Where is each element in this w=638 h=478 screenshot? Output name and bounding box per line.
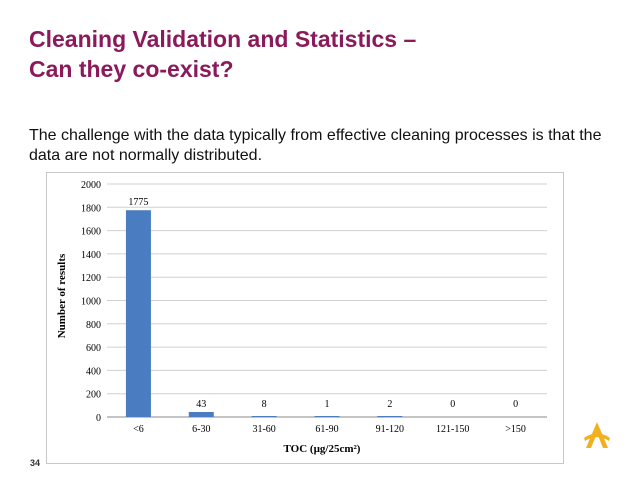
y-tick-label: 1800 <box>81 203 101 214</box>
x-tick-label: 6-30 <box>192 424 210 435</box>
y-tick-label: 400 <box>86 366 101 377</box>
data-label: 0 <box>450 399 455 410</box>
y-tick-label: 0 <box>96 413 101 424</box>
x-tick-label: 121-150 <box>436 424 469 435</box>
bar <box>377 416 403 417</box>
y-tick-label: 800 <box>86 320 101 331</box>
toc-histogram-chart: 0 200 400 600 800 1000 1200 1400 1600 1800 2000 17… <box>46 172 564 464</box>
data-labels: 1775 43 8 1 2 0 0 <box>128 197 518 410</box>
y-axis-label: Number of results <box>56 253 68 338</box>
x-tick-label: 31-60 <box>252 424 275 435</box>
y-tick-label: 1600 <box>81 227 101 238</box>
slide-title: Cleaning Validation and Statistics – Can… <box>29 24 589 84</box>
slide-title-line-2: Can they co-exist? <box>29 56 234 82</box>
data-label: 0 <box>513 399 518 410</box>
bar <box>314 416 340 417</box>
y-tick-label: 1000 <box>81 297 101 308</box>
y-tick-labels: 0 200 400 600 800 1000 1200 1400 1600 1800 2000 <box>81 180 101 424</box>
data-label: 1 <box>325 399 330 410</box>
bars <box>125 210 403 417</box>
slide-number: 34 <box>30 458 41 468</box>
x-tick-label: <6 <box>133 424 144 435</box>
slide-body-text: The challenge with the data typically fr… <box>29 127 602 164</box>
y-tick-label: 1200 <box>81 273 101 284</box>
x-tick-label: 61-90 <box>315 424 338 435</box>
company-logo-icon <box>584 422 610 448</box>
grid-lines <box>107 183 547 418</box>
data-label: 2 <box>387 399 392 410</box>
bar <box>188 411 214 417</box>
bar <box>125 210 151 417</box>
y-tick-label: 2000 <box>81 180 101 191</box>
x-tick-label: >150 <box>505 424 526 435</box>
y-tick-label: 200 <box>86 390 101 401</box>
data-label: 43 <box>196 399 206 410</box>
x-tick-label: 91-120 <box>376 424 404 435</box>
x-tick-labels: <6 6-30 31-60 61-90 91-120 121-150 >150 <box>133 424 526 435</box>
slide-title-line-1: Cleaning Validation and Statistics – <box>29 26 417 52</box>
data-label: 8 <box>262 399 267 410</box>
y-tick-label: 1400 <box>81 250 101 261</box>
x-axis-label: TOC (µg/25cm²) <box>284 443 361 455</box>
y-tick-label: 600 <box>86 343 101 354</box>
bar <box>251 416 277 417</box>
data-label: 1775 <box>128 197 148 208</box>
